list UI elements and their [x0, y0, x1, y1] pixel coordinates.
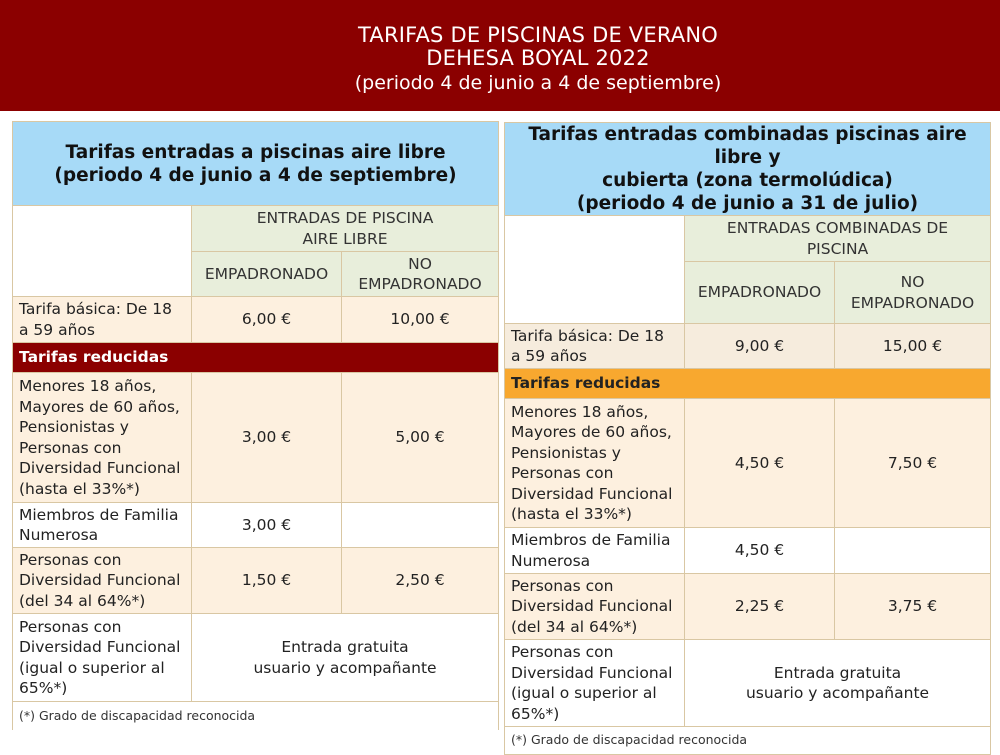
outdoor-pool-rates-table: Tarifas entradas a piscinas aire libre (… [11, 121, 500, 730]
table-title-line2: cubierta (zona termolúdica) [602, 170, 893, 191]
table-row-basic: Tarifa básica: De 18 a 59 años 9,00 € 15… [504, 323, 992, 369]
table-row: Miembros de Familia Numerosa 3,00 € [12, 502, 500, 548]
col-header-empadronado: EMPADRONADO [191, 251, 342, 297]
price-empadronado: 4,50 € [684, 398, 835, 528]
price-empadronado: 3,00 € [191, 502, 342, 548]
table-row: Miembros de Familia Numerosa 4,50 € [504, 527, 992, 574]
free-entry-cell: Entrada gratuita usuario y acompañante [190, 613, 500, 702]
price-empadronado: 6,00 € [191, 296, 342, 343]
price-no-empadronado [833, 527, 992, 574]
price-no-empadronado [340, 502, 500, 548]
free-entry-line1: Entrada gratuita [773, 663, 902, 682]
table-row: Menores 18 años, Mayores de 60 años, Pen… [504, 398, 992, 528]
table-row: Personas con Diversidad Funcional (del 3… [504, 573, 992, 640]
page-subtitle: (periodo 4 de junio a 4 de septiembre) [354, 72, 722, 94]
footnote: (*) Grado de discapacidad reconocida [11, 701, 500, 730]
table-row-basic: Tarifa básica: De 18 a 59 años 6,00 € 10… [12, 296, 500, 343]
free-entry-line2: usuario y acompañante [745, 684, 930, 702]
price-empadronado: 1,50 € [191, 547, 342, 614]
row-label: Miembros de Familia Numerosa [504, 527, 685, 574]
col-header-empadronado: EMPADRONADO [684, 261, 835, 324]
table-row: Personas con Diversidad Funcional (igual… [504, 639, 992, 727]
price-empadronado: 4,50 € [684, 527, 835, 574]
table-title: Tarifas entradas combinadas piscinas air… [503, 122, 992, 216]
reduced-rates-band: Tarifas reducidas [503, 368, 992, 399]
combined-pool-rates-table: Tarifas entradas combinadas piscinas air… [503, 122, 992, 755]
price-empadronado: 3,00 € [191, 372, 342, 503]
row-label: Miembros de Familia Numerosa [12, 502, 192, 548]
group-header-line2: AIRE LIBRE [302, 229, 388, 248]
price-empadronado: 2,25 € [684, 573, 835, 640]
table-row: Personas con Diversidad Funcional (del 3… [12, 547, 500, 614]
reduced-rates-band: Tarifas reducidas [11, 342, 500, 373]
price-no-empadronado: 2,50 € [340, 547, 500, 614]
row-label: Tarifa básica: De 18 a 59 años [504, 323, 685, 369]
blank-corner-cell [12, 205, 192, 297]
price-no-empadronado: 10,00 € [340, 296, 500, 343]
row-label: Personas con Diversidad Funcional (igual… [12, 613, 192, 702]
price-empadronado: 9,00 € [684, 323, 835, 369]
table-row: Menores 18 años, Mayores de 60 años, Pen… [12, 372, 500, 503]
row-label: Personas con Diversidad Funcional (igual… [504, 639, 685, 727]
price-no-empadronado: 3,75 € [833, 573, 992, 640]
table-row: Personas con Diversidad Funcional (igual… [12, 613, 500, 702]
row-label: Menores 18 años, Mayores de 60 años, Pen… [504, 398, 685, 528]
price-no-empadronado: 15,00 € [833, 323, 992, 369]
page-title-line2: DEHESA BOYAL 2022 [426, 46, 650, 70]
table-title-line3: (periodo 4 de junio a 31 de julio) [576, 193, 919, 214]
row-label: Tarifa básica: De 18 a 59 años [12, 296, 192, 343]
table-title-line1: Tarifas entradas a piscinas aire libre [65, 141, 446, 163]
group-header-line1: ENTRADAS COMBINADAS DE [726, 219, 949, 237]
group-header-line1: ENTRADAS DE PISCINA [256, 209, 434, 227]
free-entry-cell: Entrada gratuita usuario y acompañante [683, 639, 992, 727]
free-entry-line1: Entrada gratuita [281, 638, 409, 656]
group-header: ENTRADAS COMBINADAS DE PISCINA [683, 215, 992, 262]
col-header-no-line1: NO [408, 254, 432, 273]
footnote: (*) Grado de discapacidad reconocida [503, 726, 992, 755]
header-banner: TARIFAS DE PISCINAS DE VERANO DEHESA BOY… [0, 0, 1000, 111]
blank-corner-cell [504, 215, 685, 324]
col-header-no-line1: NO [900, 273, 925, 291]
row-label: Personas con Diversidad Funcional (del 3… [504, 573, 685, 640]
table-title-line1: Tarifas entradas combinadas piscinas air… [528, 124, 967, 168]
page-title: TARIFAS DE PISCINAS DE VERANO DEHESA BOY… [0, 24, 1000, 70]
row-label: Personas con Diversidad Funcional (del 3… [12, 547, 192, 614]
page-title-line1: TARIFAS DE PISCINAS DE VERANO [357, 23, 718, 47]
table-title-line2: (periodo 4 de junio a 4 de septiembre) [54, 164, 457, 186]
free-entry-line2: usuario y acompañante [253, 658, 437, 677]
col-header-no-line2: EMPADRONADO [358, 275, 482, 293]
col-header-no-empadronado: NO EMPADRONADO [833, 261, 992, 324]
group-header-line2: PISCINA [806, 239, 869, 258]
row-label: Menores 18 años, Mayores de 60 años, Pen… [12, 372, 192, 503]
col-header-no-line2: EMPADRONADO [850, 293, 975, 312]
table-title: Tarifas entradas a piscinas aire libre (… [11, 121, 500, 206]
col-header-no-empadronado: NO EMPADRONADO [340, 251, 500, 297]
price-no-empadronado: 7,50 € [833, 398, 992, 528]
price-no-empadronado: 5,00 € [340, 372, 500, 503]
group-header: ENTRADAS DE PISCINA AIRE LIBRE [190, 205, 500, 252]
